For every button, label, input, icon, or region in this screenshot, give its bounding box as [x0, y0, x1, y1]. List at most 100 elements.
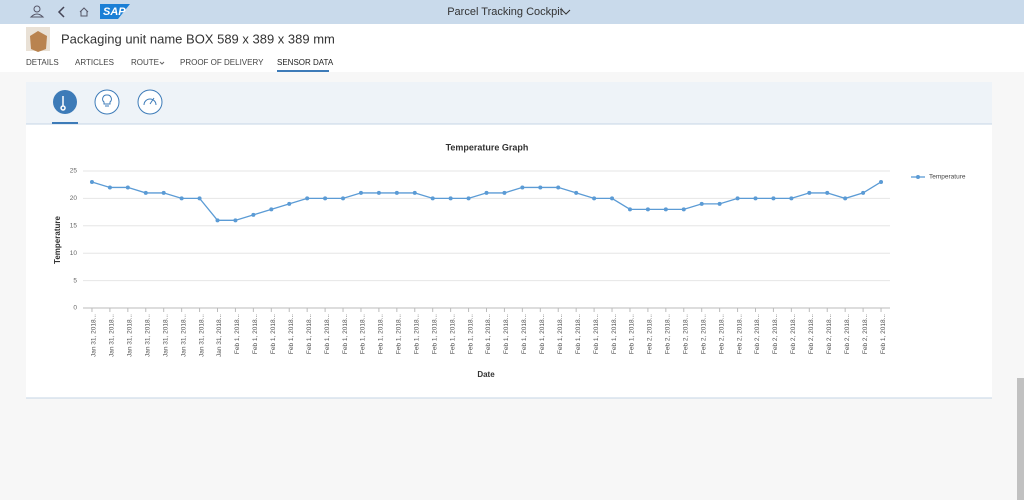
- x-tick-label: Feb 1, 2018...: [342, 314, 349, 354]
- shell-title[interactable]: Parcel Tracking Cockpit: [447, 6, 563, 18]
- tab[interactable]: PROOF OF DELIVERY: [180, 58, 264, 67]
- chart: Temperature Graph Temperature Date 0 5 10 15 20…: [53, 142, 966, 379]
- y-tick-label: 20: [70, 195, 78, 202]
- point: [663, 207, 668, 212]
- temperature-tab[interactable]: [53, 90, 77, 114]
- y-tick-label: 15: [70, 223, 78, 230]
- point: [287, 201, 292, 206]
- header-title: Packaging unit name BOX 589 x 389 x 389 …: [61, 31, 335, 46]
- x-tick-label: Feb 1, 2018...: [431, 314, 438, 354]
- point: [502, 190, 507, 195]
- point: [394, 190, 399, 195]
- x-tick-label: Feb 1, 2018...: [467, 314, 474, 354]
- x-tick-label: Feb 1, 2018...: [252, 314, 259, 354]
- x-tick-label: Feb 2, 2018...: [844, 314, 851, 354]
- point: [466, 196, 471, 201]
- point: [843, 196, 848, 201]
- x-tick-label: Feb 1, 2018...: [360, 314, 367, 354]
- x-tick-label: Feb 1, 2018...: [324, 314, 331, 354]
- home-icon[interactable]: [79, 7, 89, 17]
- object-header: [0, 24, 1024, 72]
- x-tick-label: Feb 2, 2018...: [647, 314, 654, 354]
- temperature-icon: [60, 96, 66, 111]
- point: [879, 179, 884, 184]
- shell-bar: [0, 0, 1024, 24]
- point: [305, 196, 310, 201]
- panel: [26, 82, 992, 398]
- point: [376, 190, 381, 195]
- point: [753, 196, 758, 201]
- x-tick-label: Feb 1, 2018...: [485, 314, 492, 354]
- x-tick-label: Feb 2, 2018...: [808, 314, 815, 354]
- point: [645, 207, 650, 212]
- y-tick-label: 25: [70, 168, 78, 175]
- back-icon[interactable]: [57, 6, 65, 18]
- y-axis-label: Temperature: [53, 216, 62, 264]
- point: [771, 196, 776, 201]
- y-tick-label: 10: [70, 250, 78, 257]
- legend-marker: [916, 175, 920, 179]
- point: [233, 218, 238, 223]
- tab-dropdown: [159, 61, 165, 65]
- x-tick-label: Feb 1, 2018...: [521, 314, 528, 354]
- x-tick-label: Feb 2, 2018...: [790, 314, 797, 354]
- chart-title: Temperature Graph: [446, 142, 529, 152]
- tab[interactable]: ROUTE: [131, 58, 159, 67]
- x-tick-label: Feb 1, 2018...: [270, 314, 277, 354]
- point: [161, 190, 166, 195]
- shell-title-arrow[interactable]: [561, 9, 571, 15]
- point: [448, 196, 453, 201]
- point: [627, 207, 632, 212]
- point: [341, 196, 346, 201]
- x-tick-label: Feb 2, 2018...: [736, 314, 743, 354]
- point: [592, 196, 597, 201]
- point: [556, 185, 561, 190]
- sap-logo: [100, 4, 130, 19]
- point: [861, 190, 866, 195]
- x-tick-label: Jan 31, 2018...: [109, 314, 116, 357]
- x-tick-label: Jan 31, 2018...: [127, 314, 134, 357]
- point: [323, 196, 328, 201]
- light-tab[interactable]: [94, 89, 120, 115]
- x-tick-label: Feb 2, 2018...: [682, 314, 689, 354]
- point: [412, 190, 417, 195]
- tab[interactable]: ARTICLES: [75, 58, 114, 67]
- x-tick-label: Jan 31, 2018...: [162, 314, 169, 357]
- pressure-icon: [143, 97, 157, 106]
- x-tick-label: Jan 31, 2018...: [180, 314, 187, 357]
- light-icon: [102, 94, 112, 107]
- tab[interactable]: DETAILS: [26, 58, 59, 67]
- x-tick-label: Jan 31, 2018...: [144, 314, 151, 357]
- point: [574, 190, 579, 195]
- point: [215, 218, 220, 223]
- x-tick-label: Feb 1, 2018...: [288, 314, 295, 354]
- scrollbar[interactable]: [1017, 378, 1024, 500]
- point: [89, 179, 94, 184]
- x-tick-label: Feb 2, 2018...: [754, 314, 761, 354]
- x-tick-label: Feb 1, 2018...: [449, 314, 456, 354]
- point: [269, 207, 274, 212]
- x-tick-label: Feb 2, 2018...: [718, 314, 725, 354]
- point: [681, 207, 686, 212]
- y-tick-label: 5: [73, 277, 77, 284]
- x-tick-label: Feb 1, 2018...: [629, 314, 636, 354]
- x-tick-label: Feb 1, 2018...: [234, 314, 241, 354]
- box-icon: [30, 31, 47, 52]
- point: [520, 185, 525, 190]
- x-tick-label: Feb 1, 2018...: [378, 314, 385, 354]
- pressure-tab[interactable]: [137, 89, 163, 115]
- point: [735, 196, 740, 201]
- point: [484, 190, 489, 195]
- point: [717, 201, 722, 206]
- point: [358, 190, 363, 195]
- point: [699, 201, 704, 206]
- point: [789, 196, 794, 201]
- tab[interactable]: SENSOR DATA: [277, 58, 334, 67]
- x-tick-label: Feb 2, 2018...: [665, 314, 672, 354]
- point: [179, 196, 184, 201]
- point: [143, 190, 148, 195]
- point: [807, 190, 812, 195]
- user-icon[interactable]: [33, 5, 41, 13]
- point: [251, 212, 256, 217]
- x-tick-label: Feb 1, 2018...: [396, 314, 403, 354]
